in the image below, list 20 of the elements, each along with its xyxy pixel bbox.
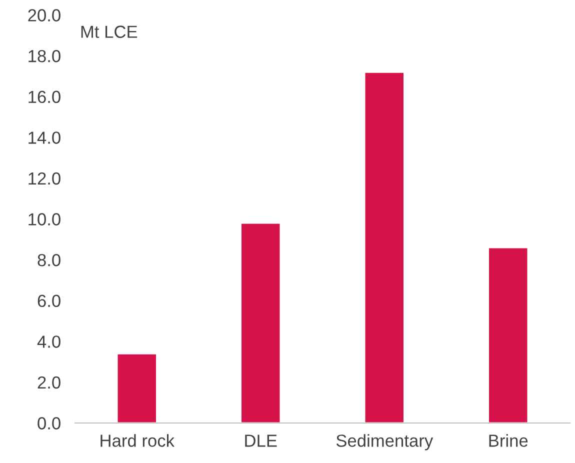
bar <box>364 71 405 423</box>
bar <box>488 246 529 423</box>
y-tick-label: 16.0 <box>28 90 60 104</box>
y-tick-label: 18.0 <box>28 50 60 62</box>
y-tick-label: 4.0 <box>37 336 60 348</box>
y-tick-label: 20.0 <box>28 9 60 22</box>
x-tick-label: DLE <box>245 434 277 447</box>
x-tick-label: Brine <box>489 434 528 447</box>
y-tick-label: 14.0 <box>28 132 60 144</box>
bar <box>116 352 158 423</box>
y-tick-label: 12.0 <box>28 172 60 185</box>
y-tick-label: 0.0 <box>38 417 60 430</box>
y-tick-label: 8.0 <box>38 254 60 266</box>
y-tick-label: 2.0 <box>38 376 60 389</box>
x-tick-label: Sedimentary <box>336 434 434 450</box>
x-tick-label: Hard rock <box>100 434 175 447</box>
y-tick-label: 6.0 <box>38 294 60 308</box>
y-tick-label: 10.0 <box>28 213 60 226</box>
y-axis-title: Mt LCE <box>81 26 138 38</box>
bar <box>240 222 282 423</box>
